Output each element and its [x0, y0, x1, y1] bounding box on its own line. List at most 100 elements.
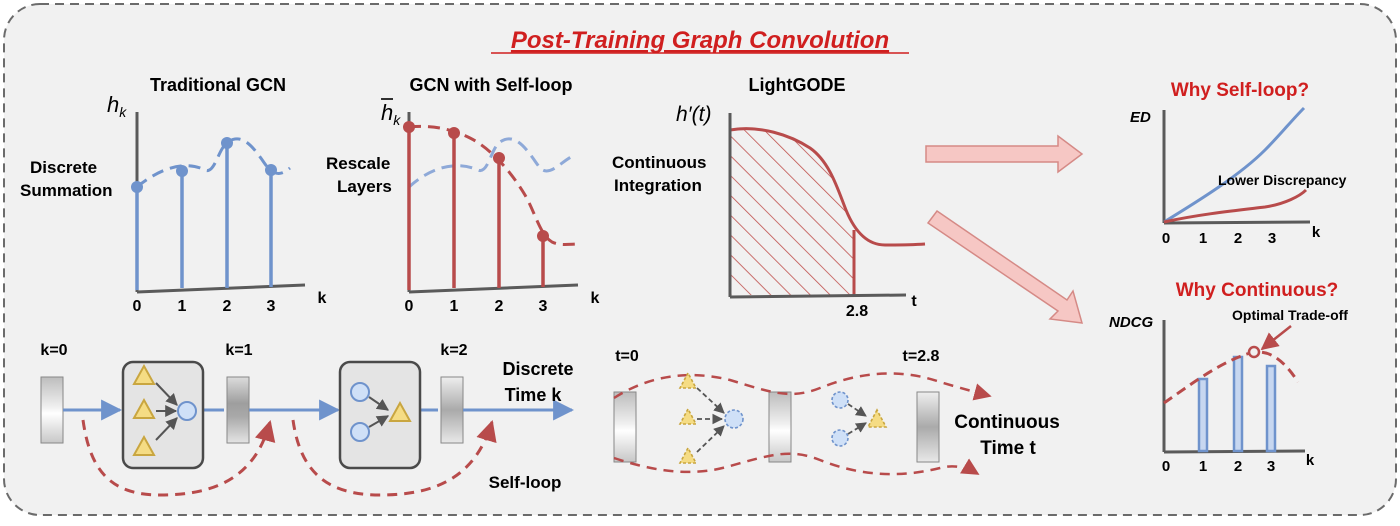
selfloop-tick-0: 0 — [405, 298, 414, 315]
ndcg-bar-1 — [1197, 377, 1209, 453]
trad-dot-1 — [176, 165, 188, 177]
trad-tick-3: 3 — [267, 298, 276, 315]
k2-label: k=2 — [440, 342, 467, 359]
selfloop-tick-3: 3 — [539, 298, 548, 315]
ndcg-tick-2: 2 — [1234, 458, 1242, 475]
ed-tick-2: 2 — [1234, 230, 1242, 247]
why-continuous-panel: Why Continuous? NDCG Optimal Trade-off 0… — [1109, 280, 1348, 475]
faded-aggregate-edge — [847, 403, 867, 417]
ed-red-curve — [1163, 188, 1308, 224]
selfloop-dashed-arc-1 — [81, 419, 276, 497]
selfloop-blue-dashed-curve — [407, 137, 576, 189]
neighbor-triangle-icon — [132, 397, 156, 419]
neighbor-circle-icon — [350, 422, 370, 442]
arrow-to-why-selfloop — [925, 134, 1084, 174]
embedding-t-mid — [768, 391, 792, 463]
optimal-tradeoff-arrow — [1260, 325, 1292, 351]
ed-tick-1: 1 — [1199, 230, 1207, 247]
selfloop-dot-0 — [403, 121, 415, 133]
neighbor-triangle-icon — [132, 363, 156, 385]
ed-blue-curve — [1163, 106, 1306, 224]
integral-hatched-area — [730, 128, 854, 295]
trad-x-axis — [136, 283, 306, 294]
ed-x-label: k — [1312, 224, 1321, 241]
faded-triangle-icon — [866, 408, 888, 428]
traditional-gcn-heading: Traditional GCN — [150, 75, 286, 95]
selfloop-label: Self-loop — [489, 473, 562, 492]
selfloop-gcn-heading: GCN with Self-loop — [410, 75, 573, 95]
selfloop-dot-2 — [493, 152, 505, 164]
lightgode-tick-2-8: 2.8 — [846, 303, 868, 320]
traditional-gcn-panel: Traditional GCN hk Discrete Summation 0 … — [20, 75, 327, 315]
embedding-k2 — [440, 376, 464, 444]
lower-discrepancy-label: Lower Discrepancy — [1218, 172, 1347, 188]
selfloop-x-label: k — [591, 290, 600, 307]
ndcg-y-label: NDCG — [1109, 314, 1153, 331]
selfloop-dot-1 — [448, 127, 460, 139]
embedding-k1 — [226, 376, 250, 444]
continuous-time-line2: Time t — [980, 438, 1036, 459]
continuous-flow-lower — [613, 452, 980, 476]
ndcg-tick-1: 1 — [1199, 458, 1207, 475]
ndcg-bar-2 — [1232, 355, 1244, 453]
rescale-label-line1: Rescale — [326, 154, 390, 173]
ed-tick-3: 3 — [1268, 230, 1276, 247]
t0-label: t=0 — [615, 348, 639, 365]
embedding-k0 — [40, 376, 64, 444]
trad-dot-3 — [265, 164, 277, 176]
continuous-integration-line1: Continuous — [612, 153, 706, 172]
optimal-point-marker — [1247, 345, 1261, 359]
why-selfloop-heading: Why Self-loop? — [1171, 80, 1309, 101]
hprime-t-symbol: h′(t) — [676, 103, 711, 126]
neighbor-circle-icon — [350, 382, 370, 402]
aggregate-edge — [368, 396, 389, 411]
faded-circle-icon — [724, 409, 744, 429]
lightgode-heading: LightGODE — [749, 75, 846, 95]
ndcg-x-label: k — [1306, 452, 1315, 469]
selfloop-gcn-panel: GCN with Self-loop hk Rescale Layers 0 1… — [326, 75, 600, 315]
faded-aggregate-edge — [847, 422, 867, 435]
continuous-integration-line2: Integration — [614, 176, 702, 195]
embedding-t28 — [916, 391, 940, 463]
continuous-propagation-diagram: t=0 t=2.8 Continuous Time t — [613, 348, 1060, 476]
trad-tick-1: 1 — [178, 298, 187, 315]
faded-circle-icon — [831, 391, 849, 409]
faded-triangle-icon — [678, 371, 698, 389]
selfloop-tick-1: 1 — [450, 298, 459, 315]
neighbor-triangle-icon — [132, 434, 156, 456]
why-selfloop-panel: Why Self-loop? ED Lower Discrepancy 0 1 … — [1130, 80, 1347, 247]
why-continuous-heading: Why Continuous? — [1176, 280, 1339, 301]
graph-conv-box-2 — [338, 360, 422, 470]
k1-label: k=1 — [225, 342, 252, 359]
embedding-t0 — [613, 391, 637, 463]
selfloop-dot-3 — [537, 230, 549, 242]
faded-aggregate-edge — [696, 387, 725, 414]
aggregate-edge — [155, 417, 178, 441]
figure-title: Post-Training Graph Convolution — [511, 27, 889, 54]
ed-x-axis — [1163, 220, 1311, 225]
faded-circle-icon — [831, 429, 849, 447]
ed-tick-0: 0 — [1162, 230, 1170, 247]
aggregate-edge — [368, 415, 390, 428]
lightgode-curve — [729, 127, 926, 247]
ndcg-tick-3: 3 — [1267, 458, 1275, 475]
lightgode-x-axis — [729, 293, 907, 299]
target-node-triangle-icon — [388, 400, 412, 422]
faded-triangle-icon — [678, 407, 698, 425]
t28-label: t=2.8 — [903, 348, 940, 365]
hk-subscript: k — [119, 104, 127, 120]
ndcg-tick-0: 0 — [1162, 458, 1170, 475]
continuous-time-line1: Continuous — [954, 412, 1060, 433]
discrete-label-line1: Discrete — [30, 158, 97, 177]
trad-tick-0: 0 — [133, 298, 142, 315]
discrete-propagation-diagram: k=0 k=1 k=2 Discrete Time k S — [40, 342, 575, 497]
hbar-subscript: k — [393, 112, 401, 128]
selfloop-x-axis — [408, 283, 579, 294]
optimal-tradeoff-label: Optimal Trade-off — [1232, 307, 1348, 323]
trad-dot-2 — [221, 137, 233, 149]
ed-y-label: ED — [1130, 109, 1151, 126]
faded-triangle-icon — [678, 446, 698, 464]
selfloop-tick-2: 2 — [495, 298, 504, 315]
